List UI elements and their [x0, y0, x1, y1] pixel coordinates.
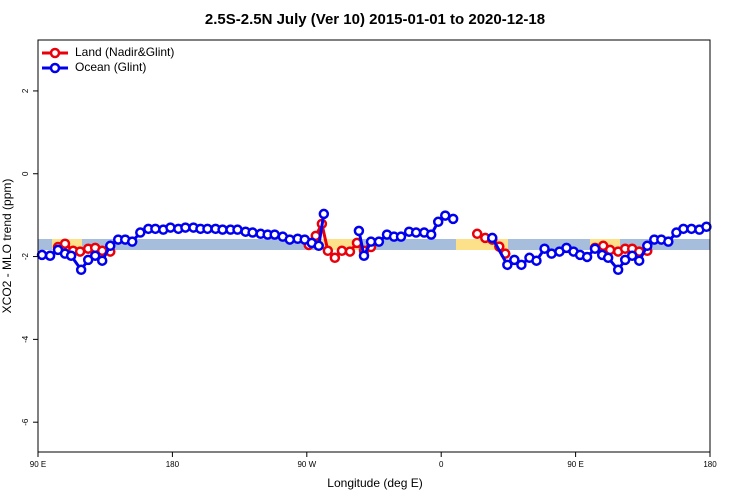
point [502, 259, 513, 271]
point [36, 249, 48, 261]
x-tick-label: 0 [439, 460, 444, 469]
x-axis-label: Longitude (deg E) [327, 476, 422, 490]
x-tick-label: 90 E [30, 460, 46, 469]
y-tick-label: -4 [21, 335, 30, 343]
point [74, 246, 86, 257]
legend-marker [49, 62, 61, 74]
point [516, 259, 527, 271]
x-tick-label: 180 [703, 460, 717, 469]
point [65, 250, 77, 261]
point [75, 264, 87, 276]
point [432, 216, 444, 228]
point [471, 228, 483, 240]
point [202, 223, 213, 235]
point [531, 255, 542, 266]
point [336, 245, 348, 257]
point [105, 240, 116, 252]
point [322, 245, 334, 257]
y-axis-label: XCO2 - MLO trend (ppm) [0, 179, 14, 314]
point [96, 255, 108, 266]
x-tick-label: 90 W [297, 460, 316, 469]
point [269, 229, 280, 240]
point [126, 236, 138, 247]
plot-frame [37, 39, 711, 453]
chart-title: 2.5S-2.5N July (Ver 10) 2015-01-01 to 20… [205, 11, 545, 28]
point [633, 255, 645, 266]
point [395, 231, 407, 242]
point [410, 227, 422, 238]
point [318, 208, 330, 220]
legend-marker [49, 47, 61, 59]
y-tick-label: -6 [21, 418, 30, 426]
legend-label: Land (Nadir&Glint) [75, 45, 174, 59]
point [232, 224, 243, 235]
legend-label: Ocean (Glint) [75, 60, 146, 74]
point [180, 222, 191, 233]
point [329, 252, 341, 264]
point [509, 254, 520, 266]
y-tick-label: -2 [21, 252, 30, 260]
x-tick-label: 180 [166, 460, 180, 469]
point [353, 225, 365, 237]
x-tick-label: 90 E [567, 460, 583, 469]
point [165, 222, 176, 233]
point [581, 251, 593, 263]
point [44, 250, 56, 261]
y-tick-label: 0 [21, 171, 30, 176]
point [678, 223, 689, 235]
point [642, 240, 653, 252]
land-band [318, 239, 358, 250]
point [247, 227, 258, 238]
point [135, 227, 146, 238]
point [626, 250, 638, 261]
point [589, 243, 601, 254]
point [447, 213, 459, 225]
point [663, 236, 674, 247]
point [539, 243, 550, 254]
point [701, 221, 712, 232]
point [358, 250, 370, 261]
point [89, 250, 101, 261]
point [344, 246, 356, 257]
point [487, 232, 498, 244]
point [373, 236, 385, 247]
point [612, 264, 624, 276]
y-tick-label: 2 [21, 88, 30, 93]
point [602, 252, 614, 264]
point [425, 229, 437, 240]
point [59, 238, 71, 249]
point [313, 240, 324, 252]
land-band [456, 239, 508, 250]
